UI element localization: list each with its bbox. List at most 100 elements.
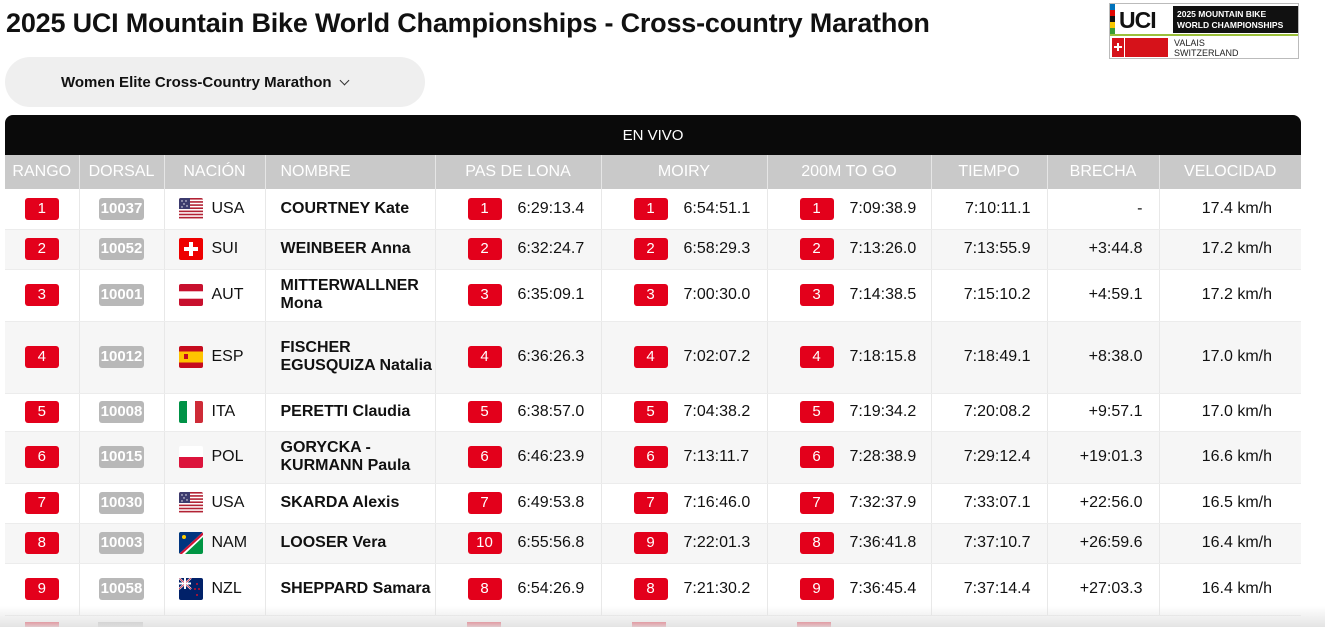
table-row[interactable]: 8 10003 NAM LOOSER Vera 10 6:55:56.8 9 7:2…: [5, 523, 1301, 564]
speed-value: 16.5 km/h: [1159, 483, 1301, 524]
split-time: 7:22:01.3: [683, 534, 751, 551]
header-bib[interactable]: DORSAL: [79, 155, 165, 189]
event-selector-dropdown[interactable]: Women Elite Cross-Country Marathon: [5, 57, 425, 107]
logo-location: VALAIS SWITZERLAND: [1174, 38, 1239, 58]
bib-badge: 10001: [99, 284, 144, 306]
split-time: 6:29:13.4: [517, 199, 585, 217]
split-pas-de-lona-cell: 1 6:29:13.4: [435, 189, 602, 230]
table-row[interactable]: 7 10030 USA SKARDA Alexis 7 6:49:53.8 7 7:…: [5, 483, 1301, 524]
table-row[interactable]: 6 10015 POL GORYCKA - KURMANN Paula 6 6:4…: [5, 431, 1301, 484]
rider-name[interactable]: LOOSER Vera: [265, 523, 436, 564]
split-moiry-cell: 3 7:00:30.0: [601, 269, 768, 322]
split-rank-badge: 6: [799, 446, 834, 468]
live-label: EN VIVO: [622, 126, 684, 144]
speed-value: 17.2 km/h: [1159, 269, 1301, 322]
split-rank-badge: 8: [633, 578, 668, 600]
table-row[interactable]: 1 10037 USA COURTNEY Kate 1 6:29:13.4 1 6:…: [5, 189, 1301, 230]
speed-value: 16.6 km/h: [1159, 431, 1301, 484]
split-rank-badge: 1: [467, 197, 502, 220]
header-gap[interactable]: BRECHA: [1047, 155, 1160, 189]
nation-code: AUT: [211, 286, 244, 303]
table-row[interactable]: 5 10008 ITA PERETTI Claudia 5 6:38:57.0 5…: [5, 393, 1301, 432]
gap-value: +26:59.6: [1047, 523, 1160, 564]
split-pas-de-lona-cell: 3 6:35:09.1: [435, 269, 602, 322]
split-time: 7:14:38.5: [849, 286, 917, 303]
logo-artwork: [1112, 38, 1168, 57]
rank-cell: 8: [5, 523, 80, 564]
next-row-partial: [0, 622, 1325, 627]
header-time[interactable]: TIEMPO: [931, 155, 1048, 189]
gap-value: +8:38.0: [1047, 321, 1160, 394]
nation-cell: SUI: [164, 229, 266, 270]
rider-name[interactable]: WEINBEER Anna: [265, 229, 436, 270]
split-moiry-cell: 9 7:22:01.3: [601, 523, 768, 564]
split-rank-badge: 7: [799, 492, 834, 514]
split-200m-cell: 3 7:14:38.5: [767, 269, 932, 322]
bib-cell: 10058: [79, 563, 165, 616]
header-nation[interactable]: NACIÓN: [164, 155, 266, 189]
rank-badge: 7: [24, 492, 59, 514]
split-time: 7:09:38.9: [849, 199, 917, 217]
split-200m-cell: 9 7:36:45.4: [767, 563, 932, 616]
header-name[interactable]: NOMBRE: [265, 155, 436, 189]
split-rank-badge: 7: [633, 492, 668, 514]
speed-value: 16.4 km/h: [1159, 523, 1301, 564]
flag-usa-icon: [178, 492, 203, 514]
rank-badge: 4: [24, 346, 59, 368]
rank-badge: 3: [24, 284, 59, 306]
rider-name[interactable]: COURTNEY Kate: [265, 189, 436, 230]
nation-cell: USA: [164, 483, 266, 524]
header-split-pas-de-lona[interactable]: PAS DE LONA: [435, 155, 602, 189]
split-time: 7:00:30.0: [683, 286, 751, 303]
split-time: 7:19:34.2: [849, 403, 917, 420]
gap-value: +19:01.3: [1047, 431, 1160, 484]
table-row[interactable]: 3 10001 AUT MITTERWALLNER Mona 3 6:35:09.…: [5, 269, 1301, 322]
rider-name[interactable]: FISCHER EGUSQUIZA Natalia: [265, 321, 436, 394]
speed-value: 17.0 km/h: [1159, 321, 1301, 394]
rider-name[interactable]: MITTERWALLNER Mona: [265, 269, 436, 322]
rider-name[interactable]: SKARDA Alexis: [265, 483, 436, 524]
uci-logo-text: UCI: [1119, 7, 1157, 33]
header-speed[interactable]: VELOCIDAD: [1159, 155, 1301, 189]
flag-esp-icon: [178, 346, 203, 368]
event-selector-label: Women Elite Cross-Country Marathon: [61, 73, 332, 91]
split-rank-badge: 8: [467, 578, 502, 600]
split-rank-badge: 2: [799, 238, 834, 260]
split-moiry-cell: 8 7:21:30.2: [601, 563, 768, 616]
page-title: 2025 UCI Mountain Bike World Championshi…: [6, 8, 930, 38]
rank-cell: 5: [5, 393, 80, 432]
rider-name[interactable]: PERETTI Claudia: [265, 393, 436, 432]
flag-usa-icon: [178, 197, 203, 220]
split-time: 7:18:15.8: [849, 348, 917, 365]
table-row[interactable]: 2 10052 SUI WEINBEER Anna 2 6:32:24.7 2 6:…: [5, 229, 1301, 270]
bib-cell: 10003: [79, 523, 165, 564]
header-rank[interactable]: RANGO: [5, 155, 80, 189]
rank-cell: 9: [5, 563, 80, 616]
flag-sui-icon: [178, 238, 203, 260]
split-time: 7:36:45.4: [849, 580, 917, 597]
logo-event-text: 2025 MOUNTAIN BIKE WORLD CHAMPIONSHIPS: [1173, 6, 1298, 33]
split-rank-badge: 3: [633, 284, 668, 306]
rider-name[interactable]: SHEPPARD Samara: [265, 563, 436, 616]
rank-cell: 2: [5, 229, 80, 270]
table-row[interactable]: 9 10058 NZL SHEPPARD Samara 8 6:54:26.9 8…: [5, 563, 1301, 616]
rank-badge: 1: [24, 197, 59, 220]
rainbow-stripes-icon: [1110, 4, 1115, 34]
header-split-200m-to-go[interactable]: 200M TO GO: [767, 155, 932, 189]
header-split-moiry[interactable]: MOIRY: [601, 155, 768, 189]
nation-code: USA: [211, 494, 245, 511]
total-time: 7:13:55.9: [931, 229, 1048, 270]
nation-cell: ESP: [164, 321, 266, 394]
split-time: 6:35:09.1: [517, 286, 585, 303]
split-time: 7:21:30.2: [683, 580, 751, 597]
rider-name[interactable]: GORYCKA - KURMANN Paula: [265, 431, 436, 484]
split-200m-cell: 4 7:18:15.8: [767, 321, 932, 394]
total-time: 7:10:11.1: [931, 189, 1048, 230]
split-rank-badge: 3: [799, 284, 834, 306]
flag-nzl-icon: [178, 578, 203, 600]
split-rank-badge: 4: [633, 346, 668, 368]
speed-value: 17.2 km/h: [1159, 229, 1301, 270]
split-pas-de-lona-cell: 7 6:49:53.8: [435, 483, 602, 524]
nation-code: ESP: [211, 348, 244, 365]
